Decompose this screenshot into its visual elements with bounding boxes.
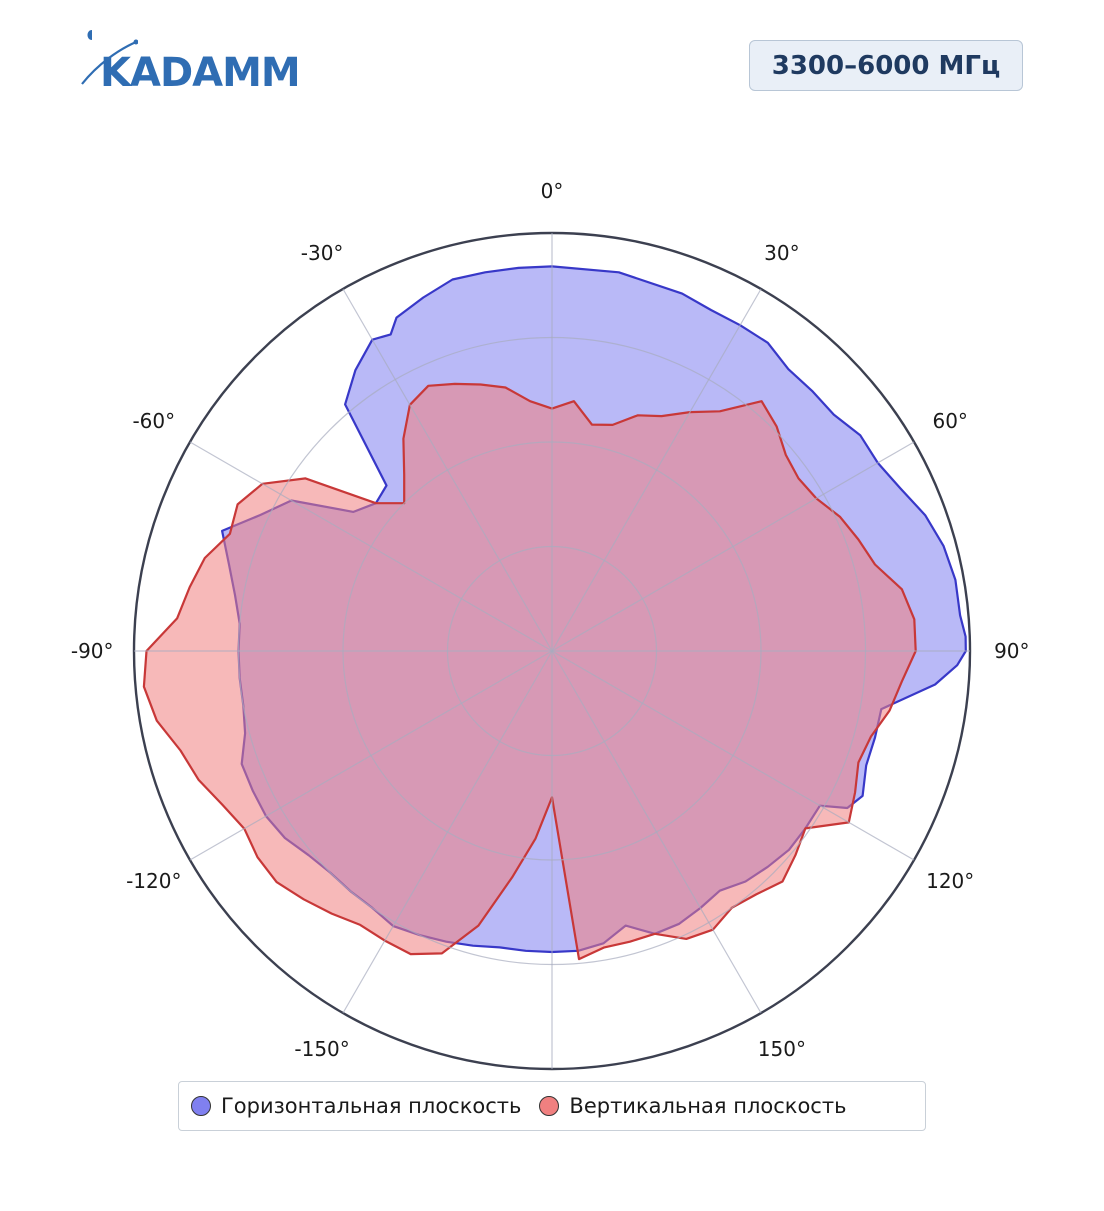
angle-tick-label: -30° xyxy=(301,241,344,265)
angular-grid-line xyxy=(551,441,915,652)
angle-tick-label: 0° xyxy=(541,179,564,203)
angle-tick-label: -60° xyxy=(132,409,175,433)
angular-grid-line xyxy=(189,441,553,652)
angle-tick-label: 30° xyxy=(764,241,799,265)
angle-tick-label: 60° xyxy=(932,409,967,433)
legend-item: Вертикальная плоскость xyxy=(539,1094,846,1118)
series-layer xyxy=(142,265,967,961)
legend-label: Горизонтальная плоскость xyxy=(221,1094,522,1118)
legend-swatch-icon xyxy=(191,1096,211,1116)
angular-grid-line xyxy=(551,650,762,1014)
angle-tick-labels: 0° 30° 60° 90° 120° 150° -150° -120° -90° -60° -30… xyxy=(71,179,1030,1061)
angle-tick-label: 90° xyxy=(994,639,1029,663)
angular-grid-line xyxy=(342,288,553,652)
angular-grid-line xyxy=(342,650,553,1014)
angle-tick-label: 150° xyxy=(758,1037,806,1061)
angular-grid-line xyxy=(189,650,553,861)
legend-swatch-icon xyxy=(539,1096,560,1116)
legend-item: Горизонтальная плоскость xyxy=(191,1094,521,1118)
angle-tick-label: 120° xyxy=(926,869,974,893)
legend: Горизонтальная плоскость Вертикальная пло… xyxy=(178,1081,926,1131)
angle-tick-label: -90° xyxy=(71,639,114,663)
legend-label: Вертикальная плоскость xyxy=(569,1094,847,1118)
angular-grid-line xyxy=(551,288,762,652)
logo-text: KADAMM xyxy=(100,50,301,96)
angular-grid-line xyxy=(551,650,915,861)
angle-tick-label: -120° xyxy=(126,869,181,893)
brand-logo: KADAMM xyxy=(78,24,301,96)
logo-mark-icon xyxy=(81,30,138,85)
angle-tick-label: -150° xyxy=(294,1037,349,1061)
grid-layer xyxy=(132,231,972,1071)
frequency-badge: 3300–6000 МГц xyxy=(749,40,1023,91)
